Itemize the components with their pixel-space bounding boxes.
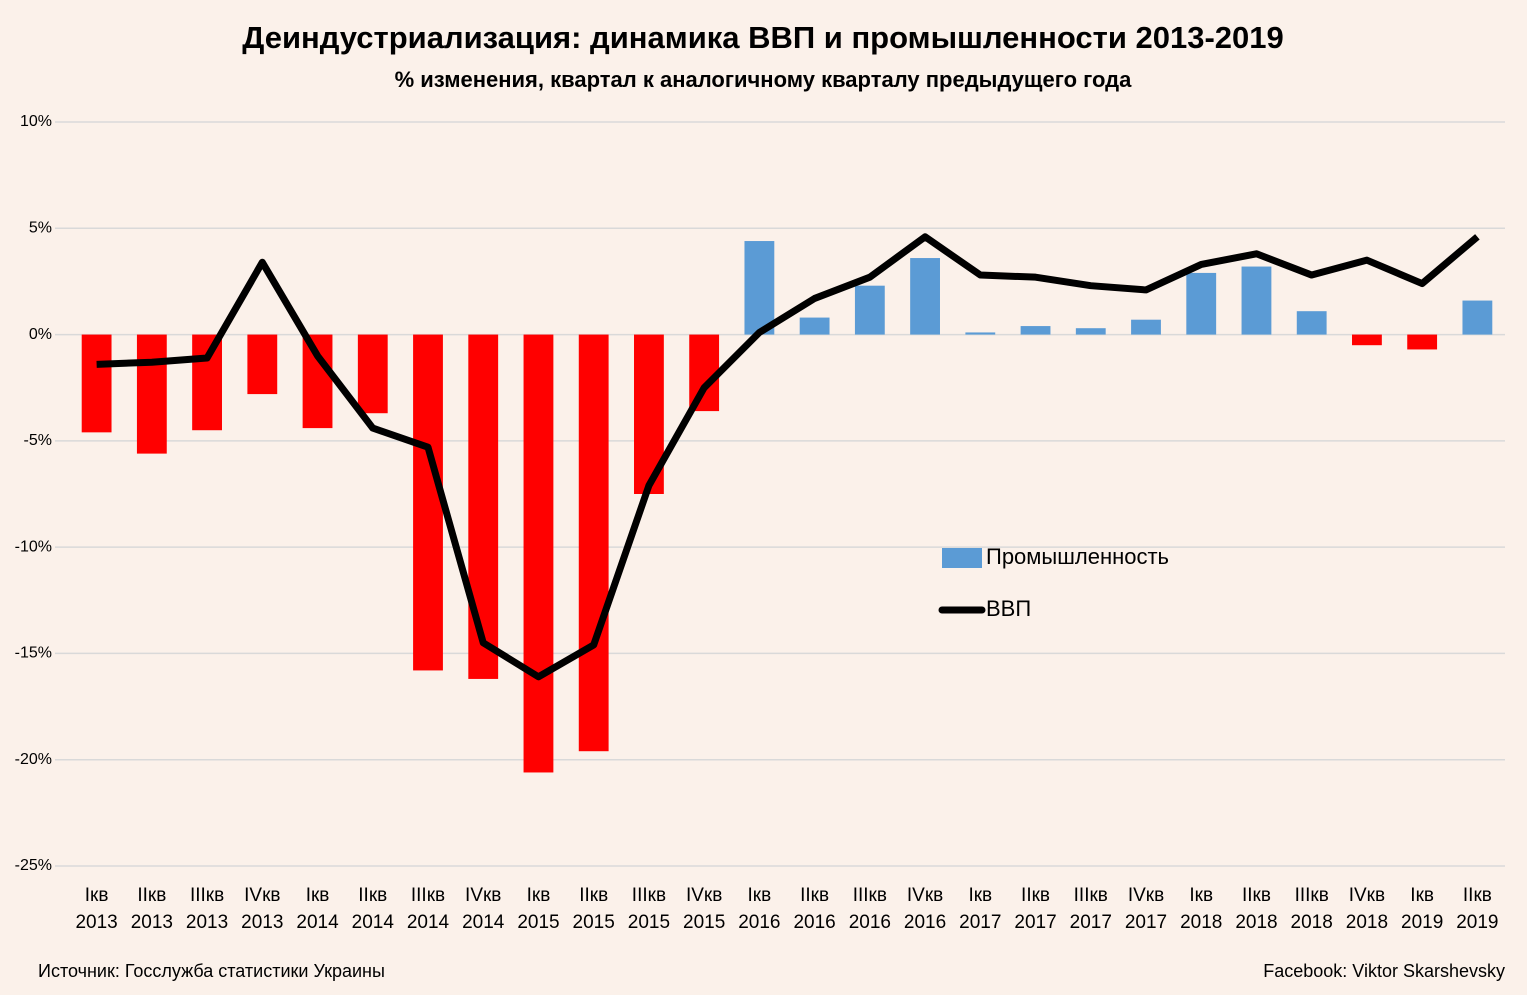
x-tick-label: IVкв 2014 [462, 885, 505, 933]
x-tick-label: Iкв 2019 [1401, 885, 1443, 933]
bar [910, 258, 940, 335]
chart-title: Деиндустриализация: динамика ВВП и промы… [242, 20, 1283, 55]
bar [1075, 328, 1106, 335]
x-tick-label: IVкв 2018 [1346, 885, 1388, 933]
bar [468, 334, 499, 679]
x-tick-label: IVкв 2015 [683, 885, 725, 933]
bar [192, 334, 222, 431]
bar [523, 334, 554, 773]
source: Источник: Госслужба статистики Украины [38, 961, 385, 981]
bar [1241, 266, 1272, 335]
bar [1296, 311, 1327, 335]
bar [965, 332, 996, 335]
x-tick-label: IIIкв 2015 [628, 885, 670, 933]
x-tick-label: Iкв 2017 [959, 885, 1001, 933]
y-tick-label: -25% [15, 857, 52, 874]
x-tick-label: IIIкв 2014 [407, 885, 450, 933]
x-tick-label: IIкв 2018 [1235, 885, 1277, 933]
legend-swatch [942, 548, 982, 568]
y-tick-label: -10% [15, 538, 52, 555]
x-tick-label: IIкв 2016 [793, 885, 835, 933]
x-tick-label: Iкв 2016 [738, 885, 780, 933]
chart-subtitle: % изменения, квартал к аналогичному квар… [395, 67, 1133, 92]
y-tick-label: -20% [15, 751, 52, 768]
bar [81, 334, 112, 433]
x-tick-label: IIкв 2017 [1014, 885, 1056, 933]
legend-label: ВВП [986, 596, 1031, 621]
bar [247, 334, 278, 395]
bar [854, 285, 885, 335]
bar [413, 334, 443, 671]
x-tick-label: IIIкв 2017 [1070, 885, 1112, 933]
x-tick-label: IVкв 2013 [241, 885, 283, 933]
bar [1462, 300, 1493, 335]
bar [799, 317, 830, 335]
y-tick-label: -5% [24, 432, 52, 449]
credit: Facebook: Viktor Skarshevsky [1263, 961, 1505, 981]
y-tick-label: 0% [29, 326, 52, 343]
bar [302, 334, 333, 429]
bar [1407, 334, 1438, 350]
y-tick-label: -15% [15, 645, 52, 662]
bar [1352, 334, 1382, 346]
x-tick-label: IIIкв 2016 [849, 885, 891, 933]
bar [136, 334, 167, 454]
x-tick-label: IVкв 2017 [1125, 885, 1167, 933]
x-tick-label: Iкв 2013 [75, 885, 117, 933]
y-tick-label: 5% [29, 220, 52, 237]
bar [578, 334, 609, 752]
x-tick-label: IIIкв 2013 [186, 885, 228, 933]
bar [1131, 319, 1161, 335]
line [96, 233, 1480, 681]
x-tick-label: IIкв 2013 [131, 885, 173, 933]
x-tick-label: IVкв 2016 [904, 885, 946, 933]
x-tick-label: IIкв 2014 [352, 885, 395, 933]
y-tick-label: 10% [20, 113, 52, 130]
legend-label: Промышленность [986, 544, 1169, 569]
x-tick-label: Iкв 2018 [1180, 885, 1222, 933]
x-tick-label: IIIкв 2018 [1291, 885, 1333, 933]
bar [1020, 326, 1051, 335]
x-tick-label: Iкв 2015 [517, 885, 559, 933]
bar [744, 241, 775, 335]
bar [357, 334, 388, 414]
x-tick-label: IIкв 2019 [1456, 885, 1498, 933]
x-tick-label: Iкв 2014 [296, 885, 339, 933]
x-tick-label: IIкв 2015 [573, 885, 615, 933]
bar [1186, 272, 1217, 335]
